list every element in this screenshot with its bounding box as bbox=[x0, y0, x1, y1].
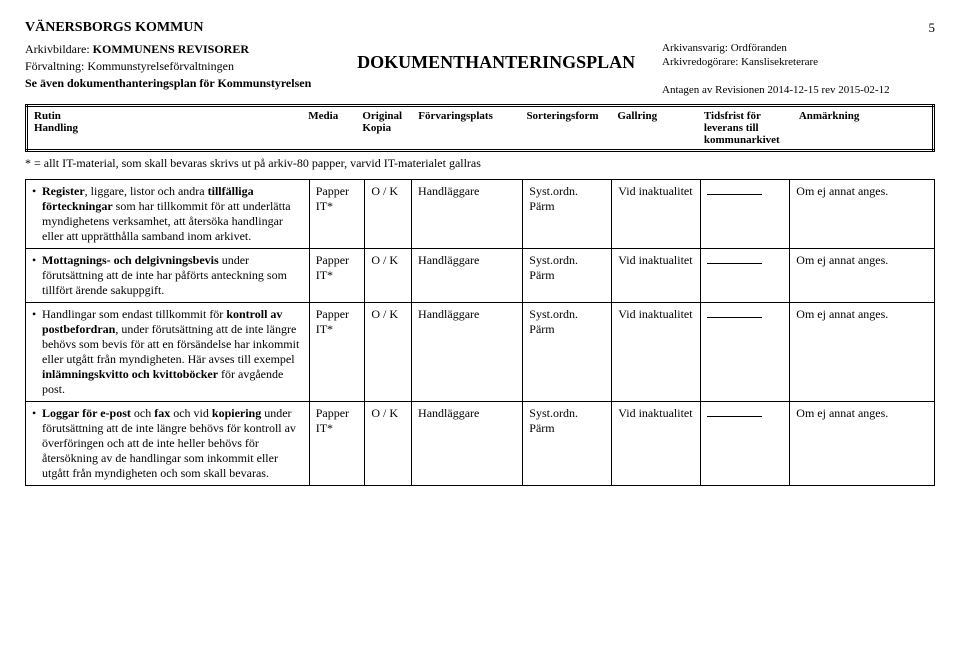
bullet-icon: • bbox=[32, 184, 42, 244]
sort-cell: Syst.ordn. Pärm bbox=[523, 249, 612, 303]
table-row: •Mottagnings- och delgivningsbevis under… bbox=[26, 249, 935, 303]
gall-cell: Vid inaktualitet bbox=[612, 180, 701, 249]
forv-cell: Handläggare bbox=[412, 249, 523, 303]
table-row: •Register, liggare, listor och andra til… bbox=[26, 180, 935, 249]
col-tidsfrist-2: leverans till bbox=[704, 122, 759, 134]
desc-cell: •Handlingar som endast tillkommit för ko… bbox=[26, 303, 310, 402]
blank-line bbox=[707, 194, 762, 195]
gall-cell: Vid inaktualitet bbox=[612, 249, 701, 303]
forv-cell: Handläggare bbox=[412, 303, 523, 402]
desc-text: Mottagnings- och delgivningsbevis under … bbox=[42, 253, 303, 298]
gall-cell: Vid inaktualitet bbox=[612, 303, 701, 402]
arkivbildare-label: Arkivbildare: bbox=[25, 42, 93, 56]
media-cell: Papper IT* bbox=[309, 402, 365, 486]
arkivredogorare: Arkivredogörare: Kanslisekreterare bbox=[662, 56, 935, 68]
anm-cell: Om ej annat anges. bbox=[790, 249, 935, 303]
tid-cell bbox=[701, 180, 790, 249]
col-tidsfrist-1: Tidsfrist för bbox=[704, 110, 761, 122]
blank-line bbox=[707, 416, 762, 417]
ok-cell: O / K bbox=[365, 303, 412, 402]
doc-title: DOKUMENTHANTERINGSPLAN bbox=[357, 42, 648, 98]
col-tidsfrist-3: kommunarkivet bbox=[704, 134, 780, 146]
col-sorteringsform: Sorteringsform bbox=[520, 106, 611, 151]
gall-cell: Vid inaktualitet bbox=[612, 402, 701, 486]
tid-cell bbox=[701, 402, 790, 486]
ok-cell: O / K bbox=[365, 402, 412, 486]
blank-line bbox=[707, 263, 762, 264]
anm-cell: Om ej annat anges. bbox=[790, 303, 935, 402]
sort-cell: Syst.ordn. Pärm bbox=[523, 180, 612, 249]
bullet-icon: • bbox=[32, 406, 42, 481]
media-cell: Papper IT* bbox=[309, 249, 365, 303]
col-rutin: Rutin bbox=[34, 110, 61, 122]
col-gallring: Gallring bbox=[611, 106, 698, 151]
ok-cell: O / K bbox=[365, 180, 412, 249]
anm-cell: Om ej annat anges. bbox=[790, 402, 935, 486]
arkivbildare-value: KOMMUNENS REVISORER bbox=[93, 42, 249, 56]
forv-cell: Handläggare bbox=[412, 402, 523, 486]
footnote-line: * = allt IT-material, som skall bevaras … bbox=[25, 156, 935, 171]
bullet-icon: • bbox=[32, 253, 42, 298]
table-row: •Loggar för e-post och fax och vid kopie… bbox=[26, 402, 935, 486]
desc-cell: •Register, liggare, listor och andra til… bbox=[26, 180, 310, 249]
column-header-table: Rutin Handling Media Original Kopia Förv… bbox=[25, 104, 935, 152]
header-right: Arkivansvarig: Ordföranden Arkivredogöra… bbox=[662, 42, 935, 98]
header-block: Arkivbildare: KOMMUNENS REVISORER Förval… bbox=[25, 42, 935, 98]
bullet-icon: • bbox=[32, 307, 42, 397]
see-also-line: Se även dokumenthanteringsplan för Kommu… bbox=[25, 76, 344, 91]
media-cell: Papper IT* bbox=[309, 180, 365, 249]
data-table: •Register, liggare, listor och andra til… bbox=[25, 179, 935, 486]
header-left: Arkivbildare: KOMMUNENS REVISORER Förval… bbox=[25, 42, 344, 98]
tid-cell bbox=[701, 249, 790, 303]
desc-cell: •Mottagnings- och delgivningsbevis under… bbox=[26, 249, 310, 303]
desc-cell: •Loggar för e-post och fax och vid kopie… bbox=[26, 402, 310, 486]
forv-cell: Handläggare bbox=[412, 180, 523, 249]
col-original: Original bbox=[362, 110, 402, 122]
sort-cell: Syst.ordn. Pärm bbox=[523, 402, 612, 486]
desc-text: Register, liggare, listor och andra till… bbox=[42, 184, 303, 244]
forvaltning-line: Förvaltning: Kommunstyrelseförvaltningen bbox=[25, 59, 344, 74]
arkivansvarig: Arkivansvarig: Ordföranden bbox=[662, 42, 935, 54]
blank-line bbox=[707, 317, 762, 318]
antagen: Antagen av Revisionen 2014-12-15 rev 201… bbox=[662, 84, 935, 96]
desc-text: Loggar för e-post och fax och vid kopier… bbox=[42, 406, 303, 481]
col-kopia: Kopia bbox=[362, 122, 391, 134]
table-row: •Handlingar som endast tillkommit för ko… bbox=[26, 303, 935, 402]
media-cell: Papper IT* bbox=[309, 303, 365, 402]
col-handling: Handling bbox=[34, 122, 78, 134]
tid-cell bbox=[701, 303, 790, 402]
col-forvaringsplats: Förvaringsplats bbox=[412, 106, 520, 151]
desc-text: Handlingar som endast tillkommit för kon… bbox=[42, 307, 303, 397]
ok-cell: O / K bbox=[365, 249, 412, 303]
col-anmarkning: Anmärkning bbox=[793, 106, 934, 151]
sort-cell: Syst.ordn. Pärm bbox=[523, 303, 612, 402]
anm-cell: Om ej annat anges. bbox=[790, 180, 935, 249]
col-media: Media bbox=[302, 106, 356, 151]
org-title: VÄNERSBORGS KOMMUN bbox=[25, 20, 935, 36]
page-number: 5 bbox=[929, 20, 936, 36]
